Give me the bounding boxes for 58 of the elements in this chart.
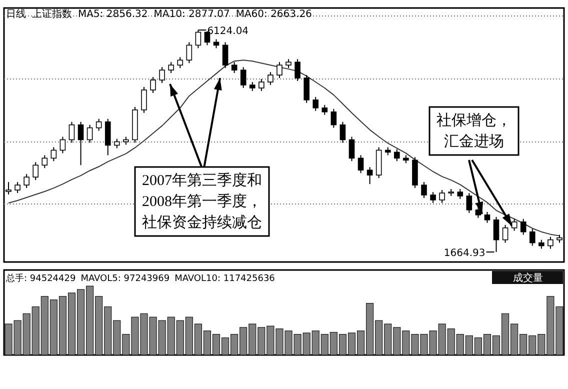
candlestick [457,188,464,200]
candlestick [150,76,156,94]
candlestick [394,148,400,162]
candlestick [60,136,66,154]
candlestick [222,42,228,69]
candlestick [484,211,490,224]
candlestick [186,42,192,64]
candlestick [348,136,355,162]
candlestick [240,66,246,88]
candlestick [340,121,346,144]
candlestick [502,224,508,244]
annotation: 6124.04 [207,26,249,38]
candlestick [312,96,319,112]
annotation: 2007年第三季度和2008年第一季度，社保资金持续减仓 [142,172,262,231]
candlestick [141,86,147,114]
candlestick [24,174,30,189]
candlestick [358,154,364,174]
annotation: 上证指数 [32,8,72,20]
candlestick [14,182,20,194]
candlestick [231,62,238,74]
candlestick [86,124,93,144]
candlestick [177,56,184,69]
candlestick [304,74,310,104]
annotation: 1664.93 [444,248,486,259]
annotation: 日线 [6,8,26,20]
candlestick [421,182,427,198]
candlestick [68,121,75,144]
candlestick [96,118,102,132]
candlestick [548,236,554,250]
text: 总手: 94524429 [5,273,76,284]
candlestick [330,108,337,128]
candlestick [42,154,48,169]
candlestick [529,228,536,246]
candlestick [322,104,328,116]
candlestick [168,62,174,74]
text: 成交量 [513,272,543,284]
annotation: MA5: 2856.32 [78,9,148,20]
candlestick [439,190,445,204]
candlestick [50,146,57,162]
candlestick [6,182,12,196]
text: MAVOL10: 117425636 [174,274,276,284]
annotation: MA60: 2663.26 [236,9,312,20]
candlestick [520,218,526,236]
candlestick [276,62,282,79]
candlestick [294,58,300,82]
candlestick [114,138,120,149]
candlestick [268,72,274,86]
candlestick [104,118,111,156]
candlestick [430,192,436,204]
candlestick [32,162,39,181]
candlestick [366,166,373,185]
candlestick [159,66,165,84]
annotation: MA10: 2877.07 [154,9,230,20]
annotation: 社保增仓，汇金进场 [436,112,512,150]
text: MAVOL5: 97243969 [80,274,170,284]
candlestick [466,192,472,214]
candlestick [258,78,264,92]
candlestick [78,121,84,166]
